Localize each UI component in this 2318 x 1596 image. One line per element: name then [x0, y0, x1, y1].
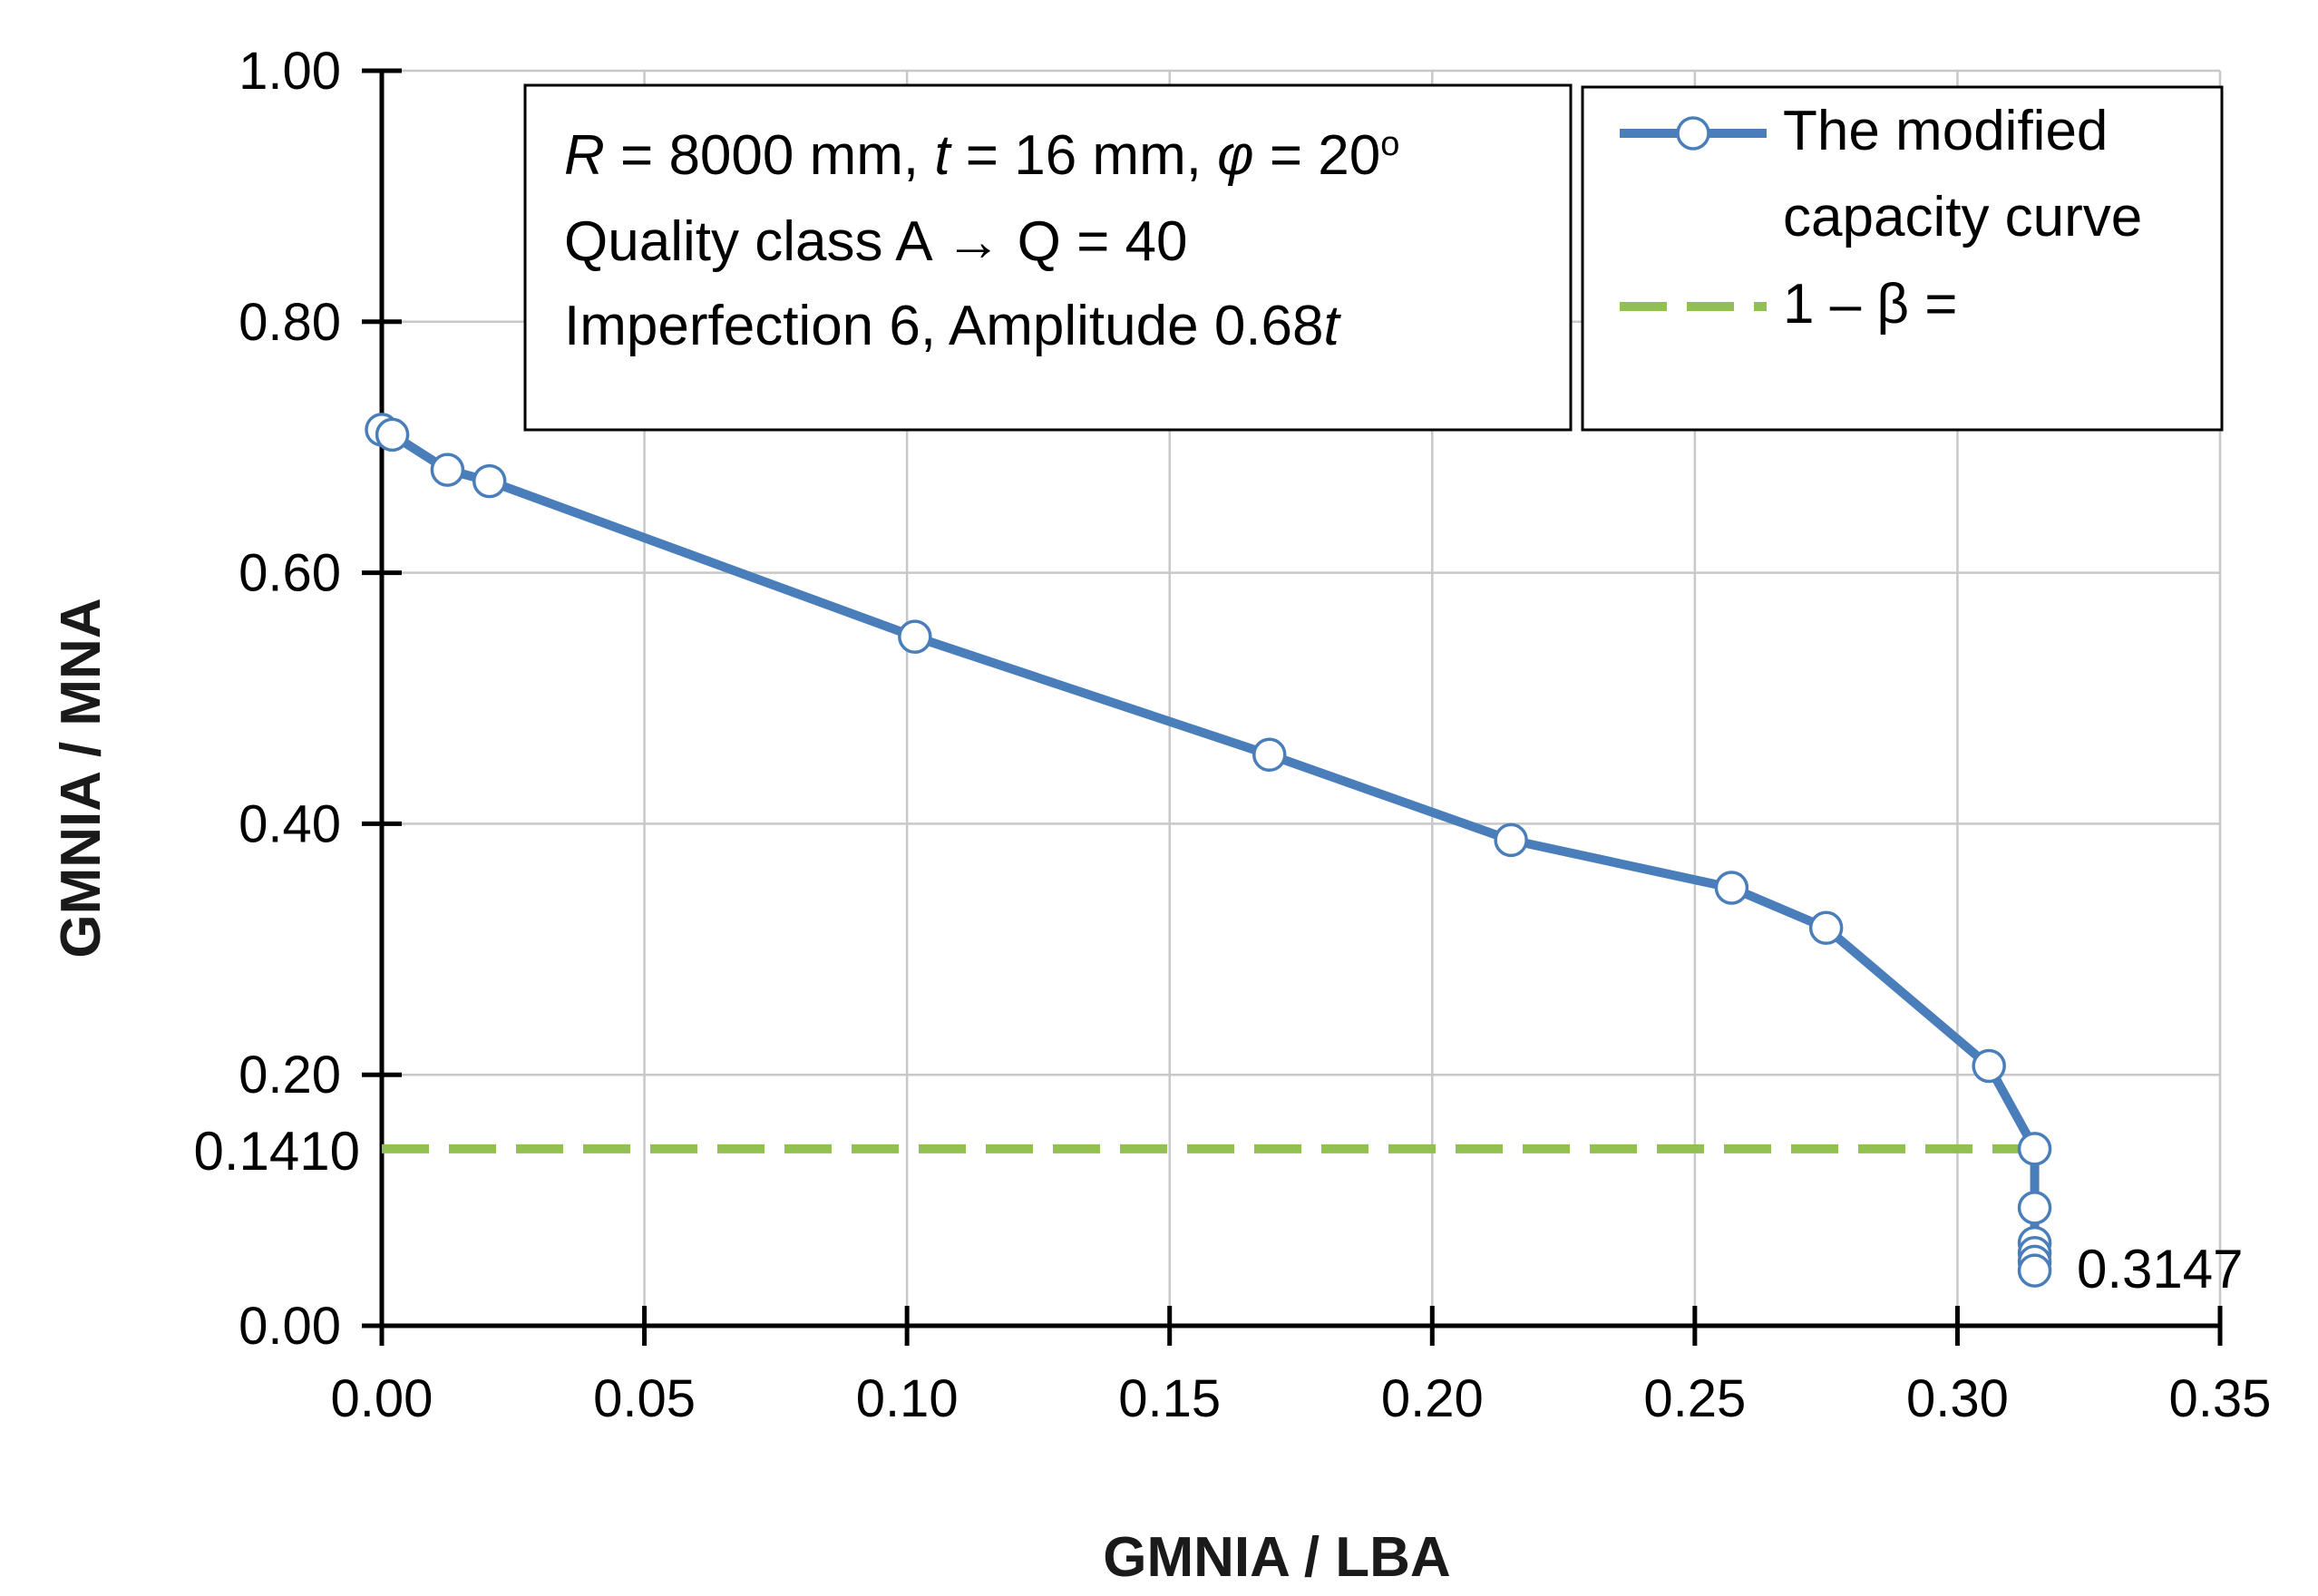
capacity-curve-point — [2017, 1132, 2052, 1166]
info-amplitude-t-symbol: t — [1323, 295, 1341, 357]
axes — [362, 68, 2223, 1346]
capacity-curve-point — [472, 463, 507, 499]
info-line-3: Imperfection 6, Amplitude 0.68t — [564, 295, 1341, 357]
info-r-value: = 8000 mm, — [605, 124, 935, 187]
capacity-curve-point — [1972, 1048, 2006, 1084]
x-tick-label: 0.25 — [1643, 1369, 1746, 1428]
capacity-curve-point — [430, 453, 465, 487]
x-tick-label: 0.00 — [331, 1369, 433, 1428]
capacity-curve-point — [898, 619, 932, 654]
x-tick-label: 0.05 — [593, 1369, 696, 1428]
threshold-value-label: 0.1410 — [193, 1121, 360, 1182]
legend-curve-marker — [1676, 116, 1710, 151]
x-tick-label: 0.30 — [1906, 1369, 2009, 1428]
info-line-1: R = 8000 mm, t = 16 mm, φ = 20o — [564, 124, 1399, 187]
info-amplitude-text: Imperfection 6, Amplitude 0.68 — [564, 295, 1323, 357]
info-degree-symbol: o — [1380, 125, 1399, 163]
x-tick-label: 0.15 — [1118, 1369, 1221, 1428]
x-axis-title: GMNIA / LBA — [1103, 1526, 1450, 1589]
info-t-value: = 16 mm, — [950, 124, 1218, 187]
y-tick-label: 0.20 — [239, 1046, 341, 1105]
capacity-curve-point — [1808, 910, 1844, 946]
capacity-curve-point — [2017, 1253, 2052, 1288]
capacity-curve-point — [1252, 737, 1287, 773]
legend-curve-label-line1: The modified — [1783, 100, 2108, 162]
info-r-symbol: R — [564, 124, 605, 187]
info-line-2: Quality class A → Q = 40 — [564, 210, 1187, 273]
capacity-curve-point — [1714, 871, 1749, 905]
y-tick-label: 0.40 — [239, 794, 341, 853]
y-tick-label: 0.80 — [239, 293, 341, 352]
capacity-curve-point — [2017, 1191, 2052, 1225]
info-phi-value: = 20 — [1254, 124, 1381, 187]
capacity-curve-point — [375, 417, 410, 453]
info-phi-symbol: φ — [1217, 124, 1253, 187]
y-tick-labels: 0.00 0.20 0.40 0.60 0.80 1.00 — [239, 42, 341, 1356]
info-box: R = 8000 mm, t = 16 mm, φ = 20o Quality … — [523, 83, 1573, 432]
y-tick-label: 1.00 — [239, 42, 341, 101]
limit-value-label: 0.3147 — [2077, 1239, 2244, 1299]
y-tick-label: 0.60 — [239, 544, 341, 603]
legend: The modified capacity curve 1 – β = — [1581, 85, 2224, 432]
capacity-curve-point — [1494, 822, 1528, 858]
x-tick-label: 0.35 — [2169, 1369, 2272, 1428]
y-tick-label: 0.00 — [239, 1297, 341, 1356]
x-tick-label: 0.10 — [856, 1369, 959, 1428]
x-tick-label: 0.20 — [1381, 1369, 1484, 1428]
legend-threshold-label: 1 – β = — [1783, 273, 1958, 336]
y-axis-title: GMNIA / MNA — [50, 598, 112, 958]
info-box-border — [523, 83, 1573, 432]
x-tick-labels: 0.00 0.05 0.10 0.15 0.20 0.25 0.30 0.35 — [331, 1369, 2272, 1428]
legend-curve-label-line2: capacity curve — [1783, 186, 2142, 248]
info-t-symbol: t — [934, 124, 952, 187]
series-capacity-curve — [365, 413, 2052, 1288]
